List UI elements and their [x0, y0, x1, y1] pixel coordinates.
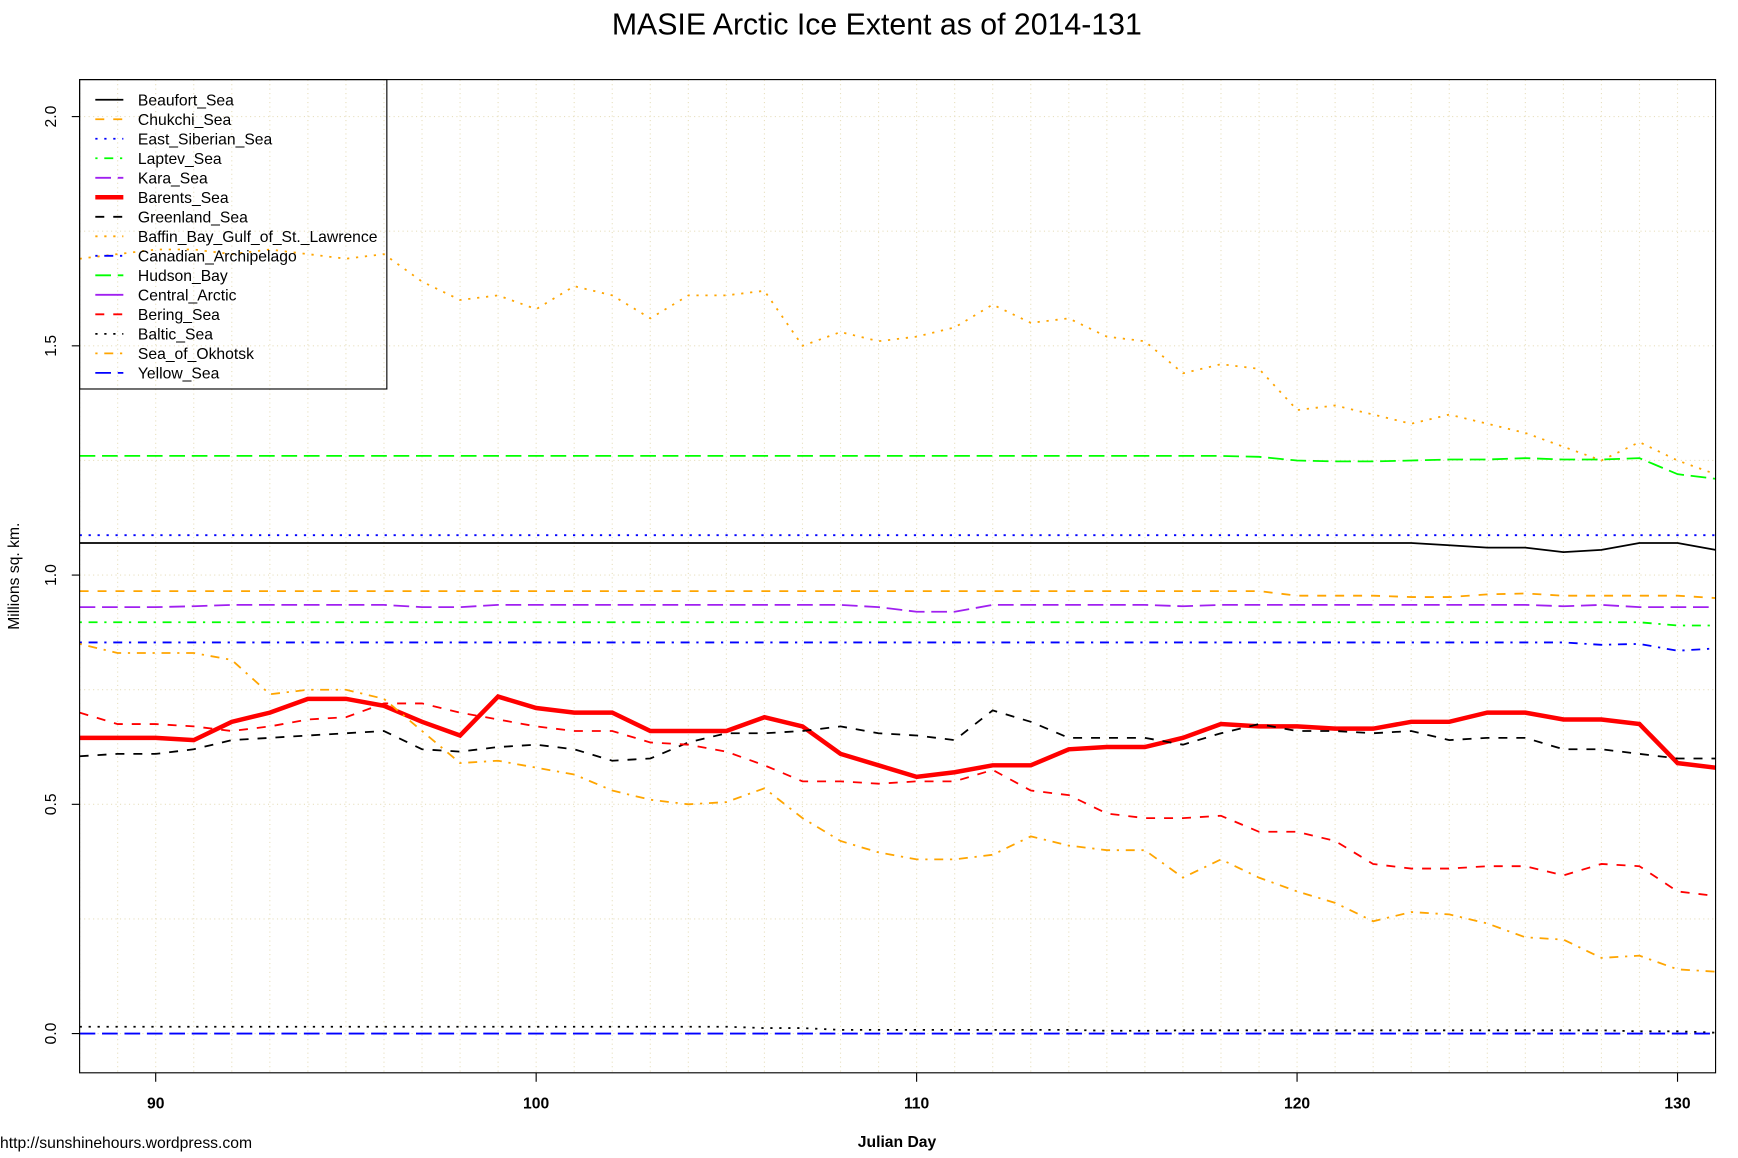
y-tick-label: 2.0: [43, 105, 60, 127]
x-tick-label: 120: [1284, 1096, 1310, 1113]
series-line-bering-sea: [79, 702, 1716, 897]
x-axis: 90 100 110 120 130: [147, 1072, 1691, 1113]
legend-label: Bering_Sea: [138, 307, 220, 324]
x-tick-label: 100: [523, 1096, 549, 1113]
legend-label: Kara_Sea: [138, 170, 208, 187]
x-tick-label: 110: [904, 1096, 930, 1113]
legend-label: Baltic_Sea: [138, 326, 213, 343]
chart-title: MASIE Arctic Ice Extent as of 2014-131: [612, 9, 1142, 42]
legend-label: Greenland_Sea: [138, 209, 248, 226]
y-tick-label: 1.5: [43, 335, 60, 357]
x-axis-label: Julian Day: [858, 1134, 937, 1151]
legend-box: [79, 79, 388, 390]
series-line-canadian-archipelago: [79, 641, 1716, 652]
series-line-beaufort-sea: [79, 542, 1716, 553]
series-line-barents-sea: [79, 694, 1716, 780]
credit-text: http://sunshinehours.wordpress.com: [0, 1135, 252, 1152]
legend-label: Barents_Sea: [138, 190, 229, 207]
legend-label: Hudson_Bay: [138, 268, 228, 285]
y-axis-label: Millions sq. km.: [6, 523, 23, 630]
legend: Beaufort_Sea Chukchi_Sea East_Siberian_Sea…: [79, 79, 388, 390]
y-tick-label: 0.5: [43, 793, 60, 815]
series-line-greenland-sea: [79, 709, 1716, 762]
series-line-laptev-sea: [79, 621, 1716, 627]
y-tick-label: 1.0: [43, 564, 60, 586]
series-line-baltic-sea: [79, 1025, 1716, 1034]
y-tick-label: 0.0: [43, 1022, 60, 1044]
plot-frame: [79, 79, 1717, 1074]
x-tick-label: 90: [147, 1096, 165, 1113]
series-lines: [79, 248, 1716, 1035]
series-line-chukchi-sea: [79, 590, 1716, 599]
legend-label: Laptev_Sea: [138, 151, 222, 168]
legend-label: Yellow_Sea: [138, 365, 220, 382]
legend-label: Beaufort_Sea: [138, 92, 234, 109]
legend-label: Sea_of_Okhotsk: [138, 346, 254, 363]
y-axis: 0.0 0.5 1.0 1.5 2.0: [43, 105, 80, 1044]
legend-label: Central_Arctic: [138, 287, 237, 304]
legend-label: Baffin_Bay_Gulf_of_St._Lawrence: [138, 229, 378, 246]
legend-label: Chukchi_Sea: [138, 112, 232, 129]
series-line-sea-of-okhotsk: [79, 643, 1716, 973]
series-line-hudson-bay: [79, 455, 1716, 480]
legend-label: East_Siberian_Sea: [138, 131, 273, 148]
series-line-kara-sea: [79, 603, 1716, 613]
legend-label: Canadian_Archipelago: [138, 248, 297, 265]
x-tick-label: 130: [1664, 1096, 1690, 1113]
series-line-baffin-bay-gulf-of-st-lawrence: [79, 248, 1716, 476]
